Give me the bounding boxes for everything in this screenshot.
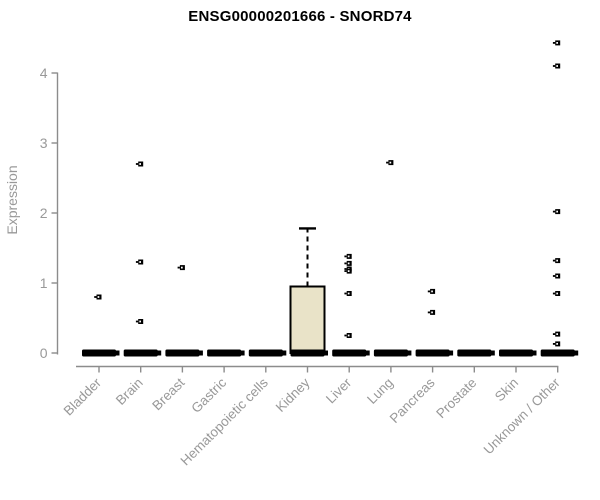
median-bar-skin <box>499 349 533 357</box>
median-bar-bladder <box>82 349 116 357</box>
outlier-point-tick-pancreas <box>427 311 431 314</box>
x-tick-label-unknown-other: Unknown / Other <box>481 375 564 458</box>
median-bar-nub-gastric <box>239 350 245 356</box>
x-tick-label-gastric: Gastric <box>188 375 229 416</box>
y-tick-label: 0 <box>40 345 48 361</box>
outlier-point-hole-liver <box>347 262 350 265</box>
outlier-point-tick-unknown-other <box>552 42 556 44</box>
median-bar-pancreas <box>415 349 450 357</box>
median-bar-unknown-other <box>540 349 575 357</box>
box-kidney <box>289 285 326 354</box>
x-tick-label-pancreas: Pancreas <box>387 375 438 426</box>
outlier-point-tick-unknown-other <box>552 65 556 67</box>
median-bar-lung <box>373 349 408 357</box>
x-tick-label-liver: Liver <box>323 375 355 407</box>
outlier-point-hole-liver <box>347 255 350 258</box>
median-bar-liver <box>332 349 367 357</box>
outlier-point-tick-liver <box>344 292 347 295</box>
median-bar-gastric <box>207 349 242 357</box>
median-bar-breast <box>165 349 200 357</box>
outlier-point-tick-breast <box>177 266 180 269</box>
outlier-point-hole-unknown-other <box>556 65 558 67</box>
outlier-point-hole-brain <box>139 320 141 323</box>
outlier-point-hole-liver <box>347 270 350 272</box>
outlier-point-hole-liver <box>347 292 350 295</box>
outlier-point-tick-liver <box>344 334 347 337</box>
outlier-point-hole-unknown-other <box>556 333 558 335</box>
outlier-point-tick-liver <box>344 262 347 265</box>
outlier-point-tick-liver <box>344 255 347 258</box>
outlier-point-tick-liver <box>344 268 347 270</box>
x-tick-label-bladder: Bladder <box>61 375 105 419</box>
outlier-point-hole-liver <box>347 334 350 337</box>
median-bar-brain <box>123 349 158 357</box>
chart-title: ENSG00000201666 - SNORD74 <box>188 8 412 25</box>
median-bar-nub-brain <box>155 350 162 356</box>
median-bar-nub-breast <box>197 350 203 356</box>
median-bar-nub-skin <box>531 350 537 356</box>
y-tick-label: 2 <box>40 205 48 221</box>
x-tick-label-brain: Brain <box>113 375 146 408</box>
outlier-point-hole-unknown-other <box>556 259 558 262</box>
outlier-point-tick-unknown-other <box>552 275 556 277</box>
outlier-point-tick-brain <box>135 261 139 263</box>
outlier-point-tick-unknown-other <box>552 210 556 213</box>
median-bar-kidney <box>290 349 325 357</box>
y-tick-label: 3 <box>40 135 48 151</box>
median-bar-nub-unknown-other <box>572 350 579 356</box>
outlier-point-hole-lung <box>389 161 392 164</box>
outlier-point-hole-breast <box>181 266 183 269</box>
outlier-point-hole-unknown-other <box>556 292 558 295</box>
outlier-point-tick-pancreas <box>427 290 431 293</box>
outlier-point-hole-brain <box>139 163 141 165</box>
outlier-point-tick-unknown-other <box>552 343 556 345</box>
outlier-point-hole-pancreas <box>431 311 433 314</box>
y-tick-label: 4 <box>40 65 48 81</box>
outlier-point-tick-liver <box>344 270 347 272</box>
x-tick-label-lung: Lung <box>364 375 396 407</box>
median-bar-nub-lung <box>405 350 412 356</box>
x-tick-label-kidney: Kidney <box>273 375 313 415</box>
y-tick-label: 1 <box>40 275 48 291</box>
median-bar-nub-bladder <box>114 350 120 356</box>
outlier-point-tick-brain <box>135 320 139 323</box>
median-bar-hematopoietic-cells <box>248 349 283 357</box>
median-bar-nub-prostate <box>489 350 495 356</box>
median-bar-nub-liver <box>364 350 370 356</box>
outlier-point-tick-unknown-other <box>552 292 556 295</box>
outlier-point-hole-bladder <box>97 296 100 298</box>
outlier-point-tick-unknown-other <box>552 333 556 335</box>
outlier-point-tick-unknown-other <box>552 259 556 262</box>
outlier-point-hole-unknown-other <box>556 343 558 345</box>
outlier-point-hole-brain <box>139 261 141 263</box>
outlier-point-hole-unknown-other <box>556 210 558 213</box>
outlier-point-hole-unknown-other <box>556 42 558 44</box>
median-bar-nub-kidney <box>322 350 328 356</box>
x-tick-label-skin: Skin <box>492 375 521 404</box>
median-bar-nub-hematopoietic-cells <box>280 350 287 356</box>
outlier-point-hole-pancreas <box>431 290 433 293</box>
x-tick-label-breast: Breast <box>149 375 187 413</box>
median-bar-nub-pancreas <box>447 350 454 356</box>
x-tick-label-prostate: Prostate <box>433 375 479 421</box>
outlier-point-tick-brain <box>135 163 139 165</box>
outlier-point-tick-lung <box>386 161 389 164</box>
median-bar-prostate <box>457 349 492 357</box>
outlier-point-tick-bladder <box>94 296 97 298</box>
outlier-point-hole-unknown-other <box>556 275 558 277</box>
